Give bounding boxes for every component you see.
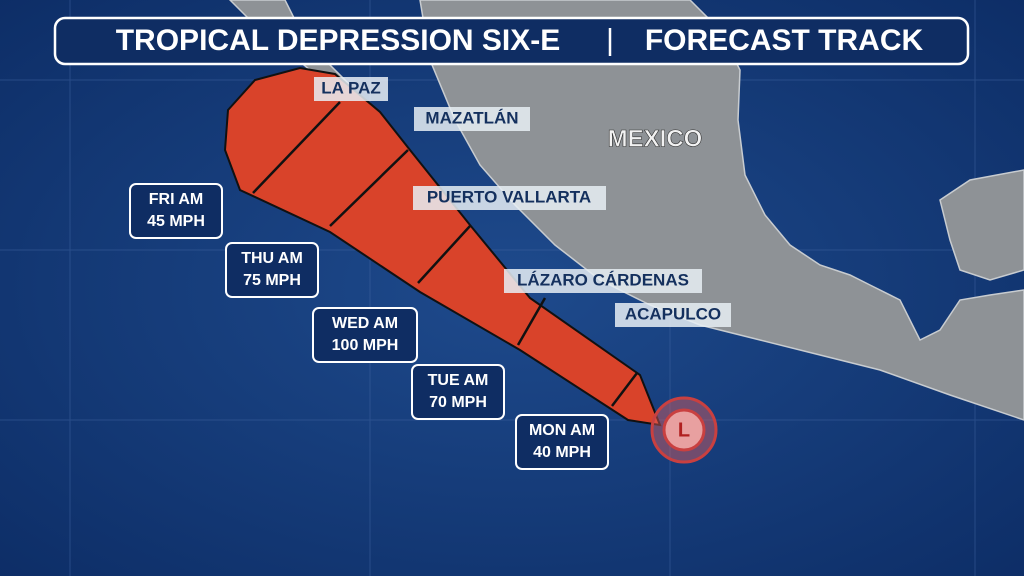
city-label: MAZATLÁN [425, 108, 518, 127]
yucatan-land [939, 169, 1024, 281]
forecast-time: TUE AM [428, 372, 489, 389]
city-label: LA PAZ [321, 78, 381, 97]
forecast-cone [223, 66, 662, 427]
city-bg [413, 186, 606, 210]
forecast-box [411, 364, 505, 420]
city-bg [615, 303, 731, 327]
forecast-time: WED AM [332, 315, 398, 332]
title-bar [53, 16, 970, 66]
city-bg [314, 77, 388, 101]
city-labels: LA PAZ MAZATLÁN PUERTO VALLARTA LÁZARO C… [314, 77, 731, 327]
forecast-wind: 100 MPH [332, 337, 399, 354]
forecast-time: MON AM [529, 422, 595, 439]
forecast-wind: 70 MPH [429, 394, 487, 411]
storm-icon: L [650, 396, 718, 464]
forecast-wind: 75 MPH [243, 272, 301, 289]
forecast-time: THU AM [241, 250, 303, 267]
forecast-time: FRI AM [149, 191, 204, 208]
city-label: PUERTO VALLARTA [427, 187, 591, 206]
subtitle: FORECAST TRACK [645, 24, 924, 57]
forecast-box [225, 242, 319, 298]
country-label: MEXICO [608, 125, 703, 152]
city-bg [414, 107, 530, 131]
cone-dividers [252, 101, 638, 407]
forecast-box [129, 183, 223, 239]
forecast-box [312, 307, 418, 363]
forecast-box [515, 414, 609, 470]
forecast-wind: 45 MPH [147, 213, 205, 230]
city-label: ACAPULCO [625, 304, 721, 323]
title: TROPICAL DEPRESSION SIX-E [116, 24, 561, 57]
mexico-land [419, 0, 1024, 421]
forecast-boxes: MON AM 40 MPH TUE AM 70 MPH WED AM 100 MPH THU… [129, 183, 609, 470]
city-bg [504, 269, 702, 293]
storm-symbol: L [678, 419, 690, 441]
city-label: LÁZARO CÁRDENAS [517, 270, 689, 289]
forecast-wind: 40 MPH [533, 444, 591, 461]
